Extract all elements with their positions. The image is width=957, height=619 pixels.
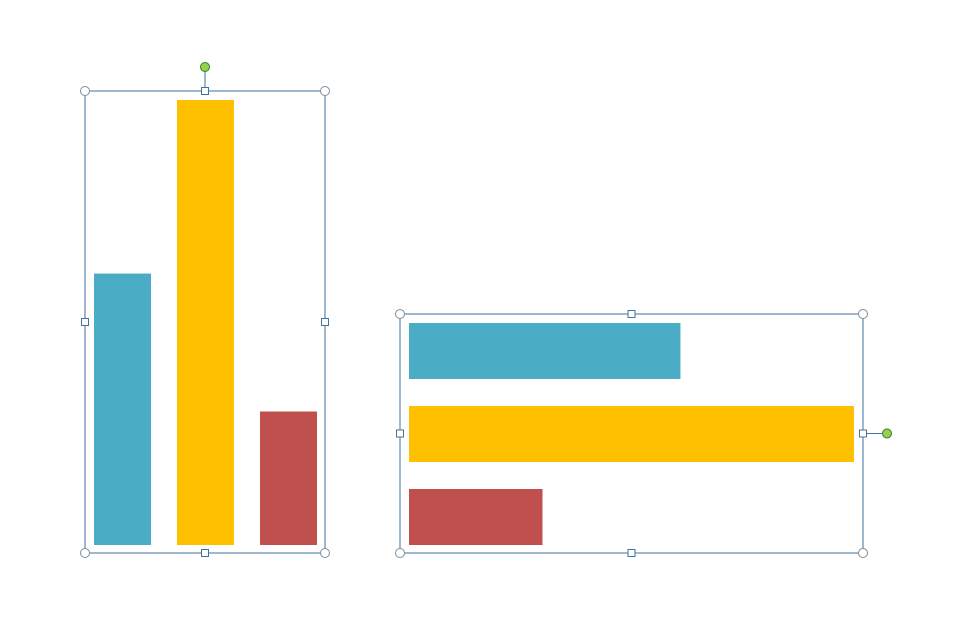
resize-handle-top[interactable] [627, 310, 636, 318]
resize-handle-top-left[interactable] [395, 309, 405, 319]
resize-handle-top-right[interactable] [320, 86, 330, 96]
bar-yellow [409, 406, 854, 462]
resize-handle-bottom-right[interactable] [320, 548, 330, 558]
resize-handle-right[interactable] [321, 318, 329, 326]
resize-handle-bottom-left[interactable] [80, 548, 90, 558]
resize-handle-top-left[interactable] [80, 86, 90, 96]
resize-handle-bottom[interactable] [201, 549, 209, 557]
rotate-handle-icon[interactable] [200, 62, 210, 72]
bar-red [260, 411, 317, 545]
resize-handle-top[interactable] [201, 87, 209, 95]
bar-red [409, 489, 543, 545]
vertical-bar-group[interactable] [80, 62, 330, 558]
rotate-handle-icon[interactable] [882, 428, 892, 439]
horizontal-bar-group[interactable] [395, 309, 892, 558]
resize-handle-top-right[interactable] [858, 309, 868, 319]
resize-handle-right[interactable] [859, 429, 867, 438]
bar-blue [409, 323, 681, 379]
resize-handle-left[interactable] [396, 429, 404, 438]
resize-handle-left[interactable] [81, 318, 89, 326]
resize-handle-bottom[interactable] [627, 549, 636, 557]
resize-handle-bottom-right[interactable] [858, 548, 868, 558]
resize-handle-bottom-left[interactable] [395, 548, 405, 558]
bar-blue [94, 273, 151, 545]
bar-yellow [177, 100, 234, 545]
